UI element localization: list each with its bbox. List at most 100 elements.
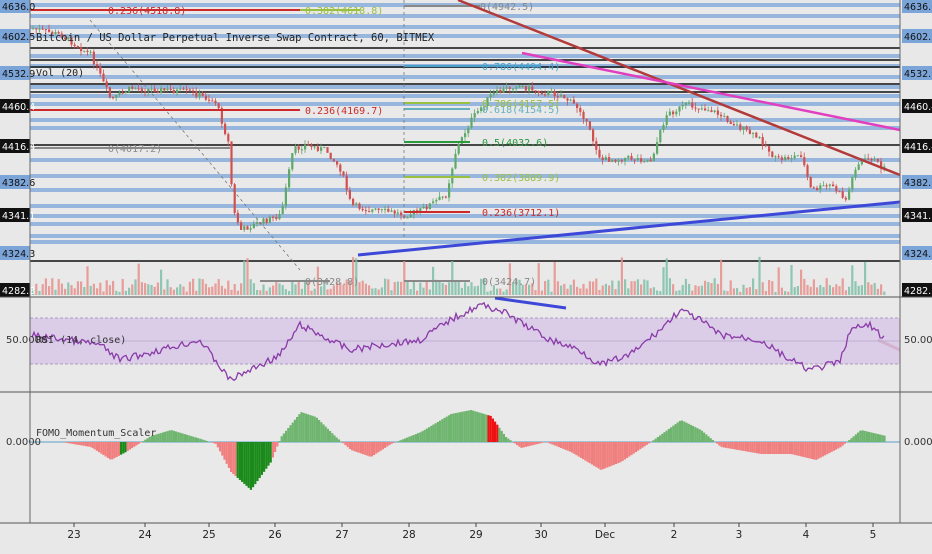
momentum-bar [727, 442, 730, 449]
momentum-bar [868, 431, 871, 442]
momentum-bar [324, 426, 327, 442]
price-axis-label-l: 4324.3 [2, 249, 35, 260]
candle-body [579, 108, 582, 112]
volume-bar [816, 287, 819, 295]
candle-body [147, 88, 150, 92]
volume-bar [99, 282, 102, 295]
volume-bar [787, 291, 790, 295]
momentum-bar [71, 442, 74, 444]
volume-bar [233, 284, 236, 295]
momentum-bar [630, 442, 633, 456]
momentum-bar [533, 442, 536, 445]
candle-body [604, 157, 607, 161]
momentum-bar [478, 412, 481, 442]
momentum-bar [791, 442, 794, 455]
candle-body [668, 111, 671, 116]
candle-body [806, 165, 809, 177]
time-tick-label: 24 [138, 529, 152, 541]
momentum-bar [175, 431, 178, 442]
candle-body [176, 89, 179, 94]
momentum-bar [104, 442, 107, 457]
price-axis-label-r: 4324.3 [904, 249, 932, 260]
candle-body [854, 169, 857, 178]
momentum-bar [84, 442, 87, 447]
momentum-bar [883, 435, 886, 442]
momentum-bar [168, 430, 171, 442]
volume-bar [848, 286, 851, 295]
candle-body [716, 110, 719, 115]
momentum-bar [76, 442, 79, 445]
level-band-7 [30, 85, 900, 89]
trend-line-blue[interactable] [357, 200, 901, 257]
volume-bar [825, 278, 828, 295]
momentum-bar [452, 413, 455, 442]
volume-bar [585, 288, 588, 295]
volume-bar [32, 288, 35, 295]
momentum-bar [469, 410, 472, 442]
momentum-bar [179, 432, 182, 442]
volume-bar [470, 282, 473, 295]
momentum-bar [148, 436, 151, 442]
volume-bar [48, 286, 51, 295]
candle-body [137, 88, 140, 90]
volume-bar [614, 289, 617, 295]
candle-body [208, 99, 211, 101]
momentum-bar [241, 442, 244, 482]
candle-body [652, 153, 655, 162]
candle-body [697, 108, 700, 110]
volume-bar [185, 291, 188, 295]
price-axis-label-l: 4460.4 [2, 102, 35, 113]
volume-bar [54, 289, 57, 295]
momentum-bar [626, 442, 629, 458]
momentum-bar [221, 442, 224, 456]
candle-body [284, 187, 287, 207]
momentum-bar [494, 421, 497, 442]
momentum-bar [500, 430, 503, 442]
candle-body [169, 88, 172, 91]
price-axis: 4636.0 4636.0 4602.5 4602.5 4532.9 4532.9 4460… [0, 0, 932, 297]
candle-body [672, 111, 675, 115]
momentum-bar [194, 437, 197, 442]
momentum-bar [861, 430, 864, 442]
volume-bar [736, 288, 739, 295]
candle-body [249, 228, 252, 230]
volume-bar [387, 279, 390, 295]
volume-bar [512, 282, 515, 295]
candle-body [179, 88, 182, 90]
candle-body [131, 86, 134, 89]
trend-line-blue-short[interactable] [494, 296, 567, 310]
momentum-bar [337, 439, 340, 442]
candle-body [323, 147, 326, 149]
candle-body [640, 158, 643, 162]
candle-body [99, 66, 102, 74]
momentum-bar [854, 434, 857, 442]
volume-bar [76, 281, 79, 295]
volume-bar [262, 284, 265, 295]
momentum-bar [318, 420, 321, 442]
volume-bar [448, 282, 451, 295]
momentum-bar [359, 442, 362, 454]
candle-body [521, 85, 524, 87]
momentum-bar [562, 442, 565, 449]
momentum-bar [192, 436, 195, 442]
momentum-bar [201, 439, 204, 442]
volume-bar [435, 279, 438, 295]
trend-line-red[interactable] [457, 0, 901, 177]
candle-body [732, 123, 735, 126]
volume-bar [329, 288, 332, 295]
momentum-bar [821, 442, 824, 457]
candle-body [480, 107, 483, 112]
volume-bar [745, 287, 748, 295]
momentum-bar [128, 442, 131, 450]
momentum-bar [87, 442, 90, 447]
momentum-bar [139, 442, 142, 443]
time-tick-label: Dec [595, 529, 616, 541]
price-axis-label-r: 4382.6 [904, 178, 932, 189]
candle-body [361, 208, 364, 211]
momentum-bar [848, 440, 851, 442]
momentum-bar [802, 442, 805, 457]
trend-line-magenta[interactable] [521, 51, 901, 132]
momentum-bar [531, 442, 534, 446]
